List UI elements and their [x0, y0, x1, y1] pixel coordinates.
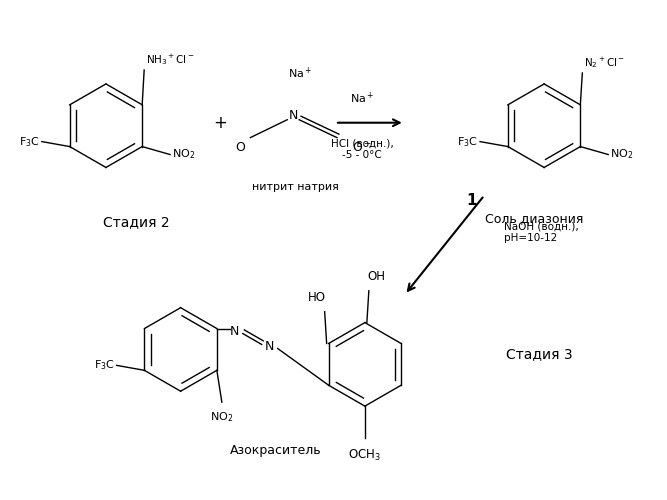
Text: нитрит натрия: нитрит натрия — [251, 182, 339, 192]
Text: N: N — [265, 340, 274, 353]
Text: N: N — [230, 325, 239, 338]
Text: NH$_3$$^+$Cl$^-$: NH$_3$$^+$Cl$^-$ — [146, 52, 195, 67]
Text: OH: OH — [368, 270, 386, 283]
Text: +: + — [213, 114, 227, 132]
Text: F$_3$C: F$_3$C — [93, 358, 115, 372]
Text: F$_3$C: F$_3$C — [457, 134, 478, 148]
Text: HO: HO — [307, 290, 325, 304]
Text: F$_3$C: F$_3$C — [19, 134, 40, 148]
Text: N$_2$$^+$Cl$^-$: N$_2$$^+$Cl$^-$ — [584, 55, 626, 70]
Text: Na$^+$: Na$^+$ — [350, 90, 374, 106]
Text: HCl (водн.),
-5 - 0°C: HCl (водн.), -5 - 0°C — [331, 138, 394, 160]
Text: 1: 1 — [466, 193, 477, 208]
Text: NaOH (водн.),
pH=10-12: NaOH (водн.), pH=10-12 — [504, 222, 579, 243]
Text: NO$_2$: NO$_2$ — [210, 410, 233, 424]
Text: Азокраситель: Азокраситель — [229, 444, 321, 458]
Text: Стадия 2: Стадия 2 — [103, 215, 169, 229]
Text: Na$^+$: Na$^+$ — [288, 66, 312, 81]
Text: O: O — [235, 141, 245, 154]
Text: O$^-$: O$^-$ — [352, 141, 372, 154]
Text: N: N — [289, 110, 298, 122]
Text: NO$_2$: NO$_2$ — [610, 148, 634, 162]
Text: Соль диазония: Соль диазония — [485, 212, 584, 225]
Text: NO$_2$: NO$_2$ — [172, 148, 195, 162]
Text: Стадия 3: Стадия 3 — [506, 348, 572, 362]
Text: OCH$_3$: OCH$_3$ — [348, 448, 382, 463]
